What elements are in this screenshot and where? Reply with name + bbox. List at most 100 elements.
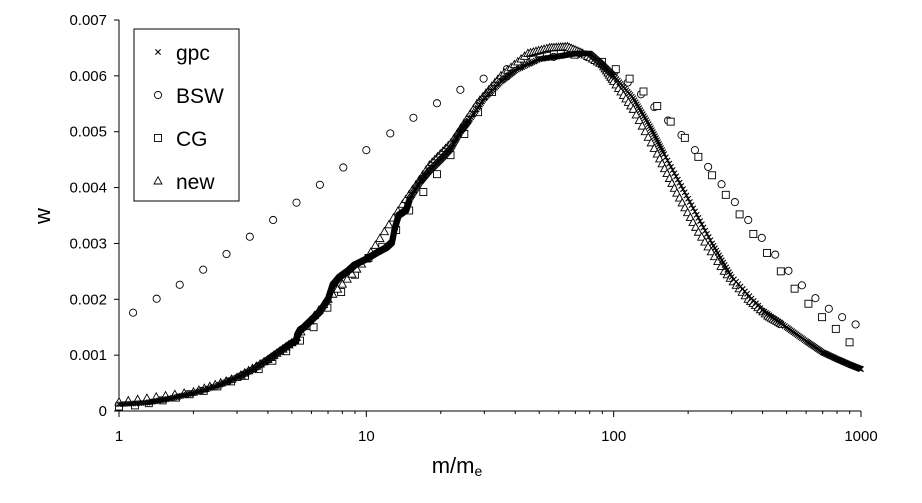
point-gpc	[683, 192, 690, 199]
point-new	[634, 115, 645, 124]
point-gpc	[705, 234, 712, 241]
legend-label: BSW	[176, 85, 224, 108]
point-BSW	[811, 294, 820, 303]
point-BSW	[771, 250, 780, 259]
point-BSW	[784, 266, 793, 275]
point-gpc	[698, 221, 705, 228]
point-CG	[763, 248, 771, 257]
point-CG	[721, 190, 730, 199]
point-gpc	[193, 389, 200, 396]
legend-item-CG: CG	[154, 128, 208, 151]
point-CG	[639, 87, 648, 96]
point-gpc	[695, 214, 702, 221]
point-gpc	[668, 163, 674, 170]
x-axis-label-subscript: e	[474, 463, 482, 479]
point-new	[631, 109, 642, 119]
point-gpc	[519, 64, 526, 71]
point-BSW	[315, 180, 324, 189]
point-BSW	[838, 313, 847, 322]
point-BSW	[245, 232, 254, 241]
x-tick-label: 10	[358, 428, 375, 445]
point-gpc	[685, 195, 692, 202]
point-new	[332, 284, 343, 293]
y-tick-label: 0.004	[69, 180, 107, 197]
point-gpc	[513, 66, 520, 73]
point-CG	[611, 65, 620, 74]
point-BSW	[717, 180, 726, 189]
point-gpc	[666, 160, 673, 167]
point-BSW	[690, 146, 699, 155]
point-gpc	[674, 176, 681, 183]
point-new	[700, 236, 710, 246]
point-gpc	[691, 208, 698, 215]
point-new	[649, 143, 659, 152]
legend-marker-BSW	[153, 90, 163, 100]
y-tick-label: 0.005	[69, 124, 107, 141]
point-gpc	[209, 384, 216, 391]
legend-item-new: new	[153, 171, 215, 194]
legend-label: new	[176, 171, 215, 194]
point-new	[384, 219, 394, 229]
point-gpc	[207, 384, 214, 391]
legend-marker-gpc	[155, 49, 161, 55]
point-BSW	[851, 320, 860, 329]
point-new	[375, 233, 385, 242]
point-new	[703, 241, 713, 251]
point-gpc	[211, 383, 217, 390]
point-gpc	[678, 182, 685, 189]
legend-item-gpc: gpc	[155, 42, 210, 65]
legend-label: gpc	[176, 42, 210, 65]
point-CG	[708, 171, 717, 180]
point-gpc	[681, 189, 688, 196]
point-gpc	[690, 205, 697, 212]
point-BSW	[432, 99, 442, 108]
point-gpc	[693, 211, 700, 218]
legend: gpc BSW CG new	[133, 28, 240, 202]
legend-marker-CG	[154, 134, 162, 142]
point-BSW	[730, 198, 739, 207]
y-tick-label: 0.001	[69, 347, 107, 364]
point-gpc	[205, 385, 212, 392]
point-BSW	[479, 74, 488, 83]
point-gpc	[517, 64, 524, 71]
y-tick-label: 0.007	[69, 12, 107, 29]
point-gpc	[188, 390, 195, 397]
point-BSW	[292, 198, 301, 207]
point-new	[379, 226, 390, 236]
point-gpc	[529, 59, 536, 66]
y-tick-label: 0.003	[69, 235, 107, 252]
point-gpc	[703, 230, 710, 237]
legend-label: CG	[176, 128, 208, 151]
series-gpc	[116, 50, 864, 408]
point-gpc	[522, 62, 529, 69]
point-CG	[433, 170, 441, 179]
point-gpc	[192, 389, 199, 396]
point-gpc	[527, 60, 534, 67]
x-tick-label: 1	[115, 428, 123, 445]
point-BSW	[152, 294, 161, 303]
x-tick-label: 100	[601, 428, 626, 445]
y-tick-label: 0.002	[69, 291, 107, 308]
point-new	[637, 121, 648, 130]
legend-box	[133, 28, 240, 202]
point-new	[370, 240, 381, 249]
point-gpc	[512, 67, 519, 74]
point-BSW	[269, 215, 278, 225]
point-CG	[694, 152, 703, 161]
point-new	[706, 246, 717, 256]
series-layer	[114, 41, 864, 411]
y-tick-label: 0.006	[69, 68, 107, 85]
point-gpc	[669, 167, 676, 174]
point-new	[693, 227, 704, 236]
x-axis-label-main: m/m	[432, 453, 475, 478]
point-gpc	[679, 186, 686, 193]
point-gpc	[707, 237, 714, 244]
point-gpc	[688, 202, 695, 209]
x-axis-label: m/me	[432, 453, 483, 479]
point-gpc	[190, 390, 197, 397]
point-CG	[831, 324, 840, 333]
point-BSW	[362, 146, 371, 155]
point-BSW	[456, 85, 465, 94]
point-CG	[680, 133, 689, 142]
point-gpc	[515, 65, 522, 72]
